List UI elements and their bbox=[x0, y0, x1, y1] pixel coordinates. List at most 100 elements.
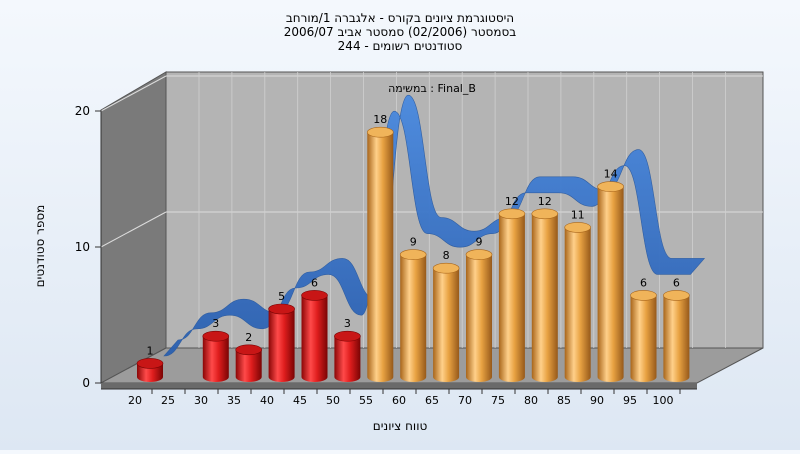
bar-cap bbox=[301, 290, 328, 301]
bar-value-label: 9 bbox=[410, 236, 417, 249]
bar-value-label: 6 bbox=[673, 276, 680, 289]
bar bbox=[235, 344, 262, 382]
gridline-side bbox=[100, 75, 167, 112]
bar-body bbox=[597, 186, 624, 382]
bar-cap bbox=[465, 249, 493, 260]
bars bbox=[136, 126, 690, 382]
bar-value-label: 3 bbox=[344, 317, 351, 330]
bar-cap bbox=[136, 358, 164, 369]
x-tick-label: 75 bbox=[491, 394, 505, 407]
bar-cap bbox=[366, 126, 394, 138]
bar-body bbox=[235, 349, 262, 382]
x-tick-label: 70 bbox=[458, 394, 472, 407]
bar-cap bbox=[202, 330, 230, 342]
bar-value-label: 14 bbox=[604, 168, 618, 181]
bar bbox=[531, 208, 559, 382]
bar bbox=[202, 330, 230, 382]
x-tick-label: 95 bbox=[623, 394, 637, 407]
bar bbox=[630, 290, 657, 382]
bar-cap bbox=[531, 208, 559, 220]
bar-value-label: 12 bbox=[538, 195, 552, 208]
x-tick-label: 90 bbox=[590, 394, 604, 407]
bar-body bbox=[400, 254, 427, 382]
x-tick-label: 35 bbox=[227, 394, 241, 407]
bar-cap bbox=[597, 181, 624, 192]
bar-cap bbox=[432, 262, 460, 274]
x-tick-label: 100 bbox=[653, 394, 674, 407]
y-tick-label: 0 bbox=[82, 376, 90, 390]
bar-cap bbox=[268, 303, 295, 315]
bar-body bbox=[663, 295, 690, 382]
bar-value-label: 6 bbox=[311, 276, 318, 289]
x-tick-label: 40 bbox=[260, 394, 274, 407]
bar-value-label: 2 bbox=[245, 331, 252, 344]
bar-value-label: 12 bbox=[505, 195, 519, 208]
bar-value-label: 3 bbox=[212, 317, 219, 330]
chart-title-line-3: סטודנטים רשומים - 244 bbox=[338, 39, 463, 53]
bar-body bbox=[433, 268, 460, 382]
x-tick-label: 50 bbox=[326, 394, 340, 407]
bar-cap bbox=[334, 330, 361, 342]
bar-body bbox=[268, 309, 295, 382]
x-tick-label: 20 bbox=[128, 394, 142, 407]
bar-value-label: 18 bbox=[373, 113, 387, 126]
bar-body bbox=[498, 213, 525, 382]
bar-body bbox=[531, 213, 558, 382]
bar-cap bbox=[235, 344, 262, 356]
x-tick-label: 30 bbox=[194, 394, 208, 407]
chart-title-line-1: היסטוגרמת ציונים בקורס - אלגברה 1/מורחב bbox=[286, 11, 514, 25]
bar-value-label: 6 bbox=[640, 276, 647, 289]
x-tick-label: 80 bbox=[524, 394, 538, 407]
bar bbox=[465, 249, 493, 382]
bar bbox=[564, 222, 592, 382]
bar-cap bbox=[498, 208, 526, 220]
bar bbox=[268, 303, 295, 382]
bar-body bbox=[202, 336, 229, 382]
bar-cap bbox=[399, 249, 427, 260]
x-tick-labels: 20 25 30 35 40 45 50 55 60 65 70 75 80 85 90 95 100 bbox=[128, 389, 681, 407]
bar-body bbox=[334, 336, 361, 382]
bar bbox=[432, 262, 460, 382]
bar bbox=[136, 358, 164, 382]
bar-body bbox=[367, 132, 394, 382]
x-tick-label: 60 bbox=[392, 394, 406, 407]
y-tick-labels: 0 10 20 bbox=[75, 104, 101, 390]
bar-value-label: 11 bbox=[571, 208, 585, 221]
x-axis-title: טווח ציונים bbox=[373, 419, 428, 433]
bar-value-label: 8 bbox=[443, 249, 450, 262]
bar-cap bbox=[564, 222, 592, 233]
bar bbox=[663, 290, 690, 382]
bar bbox=[366, 126, 394, 382]
floor-front-edge bbox=[101, 383, 697, 389]
bar-value-label: 9 bbox=[476, 236, 483, 249]
x-tick-label: 55 bbox=[359, 394, 373, 407]
data-labels: 1 3 2 5 6 3 18 9 8 9 12 12 11 14 6 6 bbox=[147, 113, 680, 357]
chart-title-line-2: בסמסטר (02/2006) סמסטר אביב 2006/07 bbox=[284, 25, 516, 39]
side-wall bbox=[100, 71, 167, 384]
bar bbox=[301, 290, 328, 382]
y-axis-title: מספר סטודנטים bbox=[33, 205, 47, 288]
bar-cap bbox=[630, 290, 657, 301]
bar bbox=[498, 208, 526, 382]
series-annotation: במשימה : Final_B bbox=[388, 82, 476, 95]
bar-body bbox=[301, 295, 328, 382]
gridlines bbox=[100, 72, 763, 348]
gridline-side bbox=[100, 211, 167, 248]
bar-body bbox=[630, 295, 657, 382]
bar-value-label: 5 bbox=[278, 290, 285, 303]
bar-body bbox=[564, 227, 591, 382]
x-tick-label: 65 bbox=[425, 394, 439, 407]
bar bbox=[399, 249, 427, 382]
bar bbox=[334, 330, 361, 382]
bar-body bbox=[466, 254, 492, 382]
x-tick-label: 85 bbox=[557, 394, 571, 407]
y-tick-label: 20 bbox=[75, 104, 90, 118]
bar-value-label: 1 bbox=[147, 344, 154, 357]
y-tick-label: 10 bbox=[75, 240, 90, 254]
bar-cap bbox=[663, 290, 690, 301]
x-tick-label: 25 bbox=[161, 394, 175, 407]
bar bbox=[597, 181, 624, 382]
x-tick-label: 45 bbox=[293, 394, 307, 407]
